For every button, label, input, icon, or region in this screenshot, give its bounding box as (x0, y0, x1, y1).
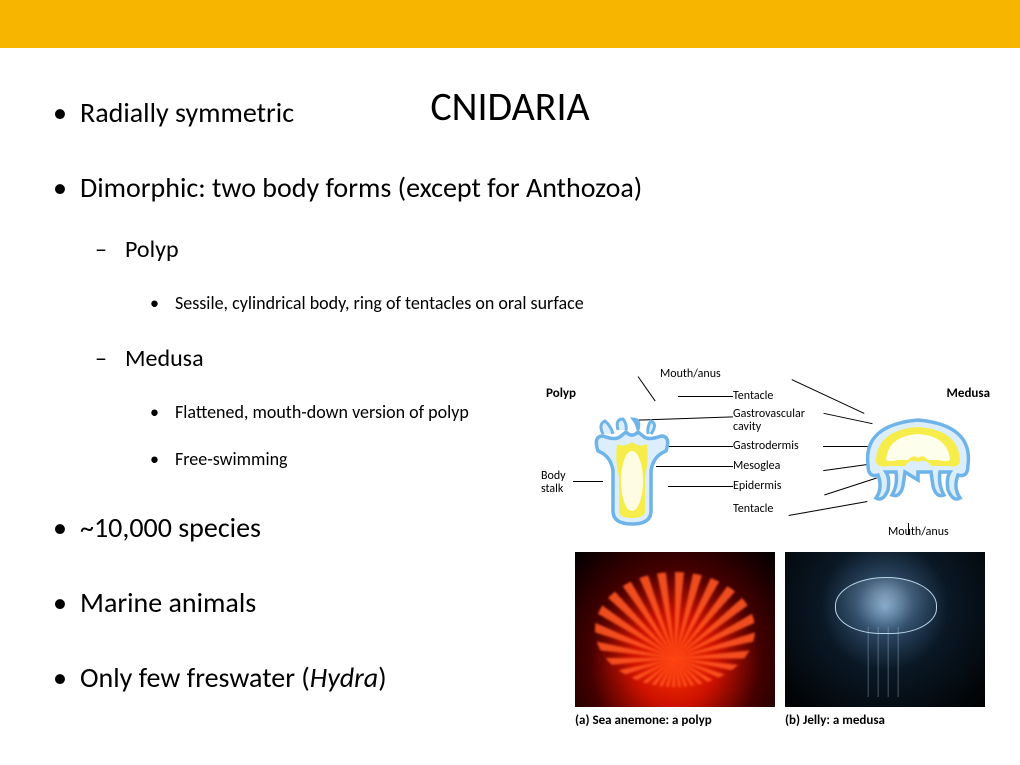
diagram-gastrodermis: Gastrodermis (733, 440, 799, 453)
diagram-tentacle2: Tentacle (733, 503, 773, 516)
bullet-freshwater-pre: Only few freswater ( (80, 660, 310, 695)
sub-polyp: Polyp Sessile, cylindrical body, ring of… (80, 235, 1000, 314)
sub-polyp-text: Polyp (125, 235, 179, 264)
subsub-polyp-desc: Sessile, cylindrical body, ring of tenta… (125, 292, 1000, 314)
diagram-tentacle: Tentacle (733, 390, 773, 403)
bullet-freshwater-italic: Hydra (310, 660, 378, 695)
photo-area: (a) Sea anemone: a polyp (b) Jelly: a me… (575, 552, 995, 728)
caption-anemone: (a) Sea anemone: a polyp (575, 713, 775, 728)
bullet-freshwater-post: ) (378, 660, 387, 695)
diagram-cavity: cavity (733, 421, 761, 434)
top-accent-bar (0, 0, 1020, 48)
diagram-mouth-anus2: Mouth/anus (888, 526, 949, 539)
diagram-mesoglea: Mesoglea (733, 460, 780, 473)
polyp-medusa-diagram: Polyp Medusa Mouth/anus Tentacle Gastrov… (538, 368, 1000, 541)
diagram-epidermis: Epidermis (733, 480, 781, 493)
photo-sea-anemone (575, 552, 775, 707)
photo-anemone-wrap: (a) Sea anemone: a polyp (575, 552, 775, 728)
sub-medusa-text: Medusa (125, 344, 204, 373)
polyp-shape-icon (593, 416, 671, 526)
photo-jelly-wrap: (b) Jelly: a medusa (785, 552, 985, 728)
diagram-polyp-label: Polyp (546, 386, 576, 401)
diagram-stalk: stalk (541, 483, 563, 496)
medusa-shape-icon (858, 410, 978, 510)
bullet-dimorphic-text: Dimorphic: two body forms (except for An… (80, 170, 642, 205)
caption-jelly: (b) Jelly: a medusa (785, 713, 985, 728)
diagram-medusa-label: Medusa (947, 386, 990, 401)
photo-jelly (785, 552, 985, 707)
bullet-radially-symmetric: Radially symmetric (45, 95, 1000, 130)
diagram-mouth-anus: Mouth/anus (660, 368, 721, 381)
